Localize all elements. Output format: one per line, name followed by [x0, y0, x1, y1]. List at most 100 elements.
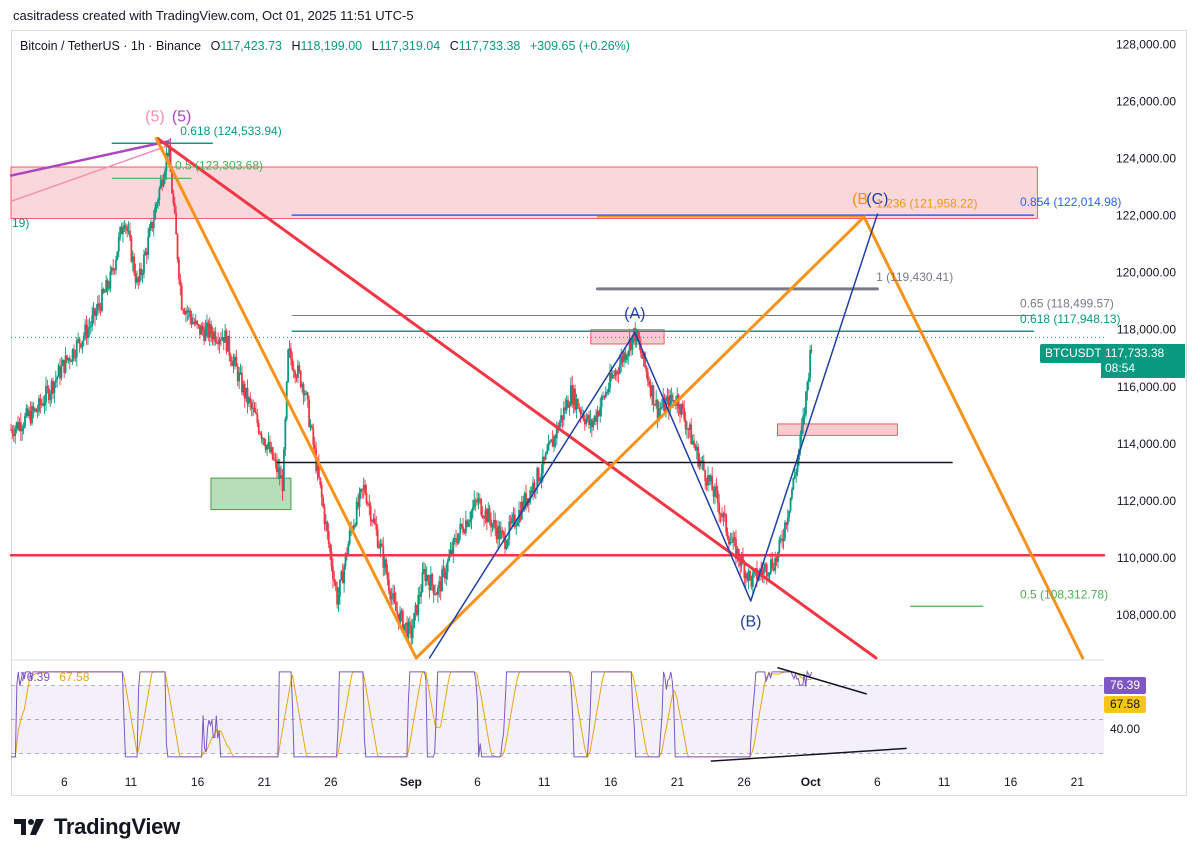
candle-body — [712, 490, 715, 497]
candle-body — [739, 560, 742, 566]
candle-body — [581, 413, 583, 415]
candle-body — [77, 338, 80, 341]
candle-body — [707, 475, 709, 486]
candle-body — [10, 429, 12, 431]
candle-body — [225, 330, 228, 352]
candle-body — [158, 188, 161, 201]
candle-body — [690, 424, 693, 445]
candle-body — [548, 442, 551, 444]
candle-body — [452, 539, 455, 554]
candle-body — [22, 426, 25, 429]
candle-body — [583, 419, 586, 425]
candle-body — [52, 381, 54, 394]
time-tick-label: 21 — [671, 775, 685, 789]
candle-body — [119, 227, 122, 237]
candle-body — [544, 453, 547, 460]
candle-body — [242, 383, 245, 393]
candle-body — [197, 324, 200, 326]
candle-body — [674, 404, 677, 406]
candle-body — [421, 572, 424, 592]
symbol-price-tag: BTCUSDT — [1040, 344, 1107, 363]
candle-body — [725, 514, 728, 532]
candle-body — [786, 517, 789, 525]
candle-body — [611, 375, 614, 379]
candle-body — [327, 531, 330, 544]
candle-body — [537, 467, 540, 481]
candle-body — [499, 530, 502, 539]
candle-body — [199, 324, 201, 335]
candle-body — [24, 415, 26, 427]
candle-body — [276, 459, 278, 473]
candle-body — [785, 522, 788, 525]
candle-body — [60, 365, 63, 379]
candle-body — [103, 291, 106, 293]
price-tick-label: 124,000.00 — [1116, 151, 1176, 165]
candle-body — [474, 500, 477, 502]
candle-body — [359, 489, 362, 493]
candle-body — [217, 342, 220, 345]
candle-body — [561, 415, 564, 420]
candle-body — [343, 566, 345, 584]
candle-body — [385, 559, 387, 573]
candle-body — [424, 569, 427, 582]
candle-body — [109, 271, 112, 289]
rsi-level-label: 40.00 — [1110, 722, 1141, 736]
candle-body — [172, 193, 175, 204]
candle-body — [389, 590, 392, 600]
candle-body — [505, 545, 508, 549]
purple-wave-line — [9, 140, 170, 177]
candle-body — [621, 356, 624, 362]
candle-body — [259, 432, 262, 434]
candle-body — [750, 576, 753, 587]
candle-body — [96, 303, 99, 311]
candle-body — [427, 575, 429, 581]
candle-body — [145, 251, 148, 255]
price-tick-label: 122,000.00 — [1116, 209, 1176, 223]
candle-body — [774, 557, 777, 571]
tradingview-logo[interactable]: TradingView — [14, 814, 180, 840]
symbol-title[interactable]: Bitcoin / TetherUS · 1h · Binance — [20, 39, 202, 53]
candle-body — [70, 360, 73, 362]
candle-body — [746, 573, 749, 581]
candle-body — [40, 403, 43, 406]
time-tick-label: 26 — [324, 775, 338, 789]
candle-body — [126, 226, 129, 232]
candle-body — [159, 179, 162, 189]
candle-body — [92, 308, 95, 316]
candle-body — [386, 572, 389, 580]
candle-body — [631, 335, 634, 350]
candle-body — [781, 538, 784, 541]
wave-label: (C) — [866, 191, 888, 208]
candle-body — [719, 513, 722, 515]
candle-body — [540, 473, 543, 479]
candle-body — [530, 490, 533, 494]
candle-body — [655, 399, 658, 406]
candle-body — [625, 355, 628, 360]
candle-body — [45, 386, 47, 403]
candle-body — [586, 415, 589, 419]
candle-body — [301, 384, 304, 387]
candle-body — [397, 614, 400, 625]
candle-body — [765, 564, 768, 577]
candle-body — [33, 408, 36, 411]
candle-body — [562, 407, 565, 420]
blue-wave-a — [428, 331, 636, 659]
candle-body — [305, 392, 308, 394]
candle-body — [12, 433, 15, 436]
candle-body — [572, 388, 575, 405]
candle-body — [595, 415, 597, 422]
candle-body — [555, 425, 558, 439]
demand-zone — [210, 477, 292, 511]
candle-body — [228, 335, 231, 356]
candle-body — [325, 521, 327, 525]
candle-body — [262, 438, 264, 440]
candle-body — [492, 519, 495, 524]
candle-body — [42, 403, 45, 406]
candle-body — [294, 371, 297, 378]
candle-body — [711, 475, 714, 491]
candle-body — [575, 398, 578, 410]
candle-body — [771, 559, 774, 569]
candle-body — [250, 402, 253, 409]
change-value: +309.65 (+0.26%) — [529, 39, 630, 53]
